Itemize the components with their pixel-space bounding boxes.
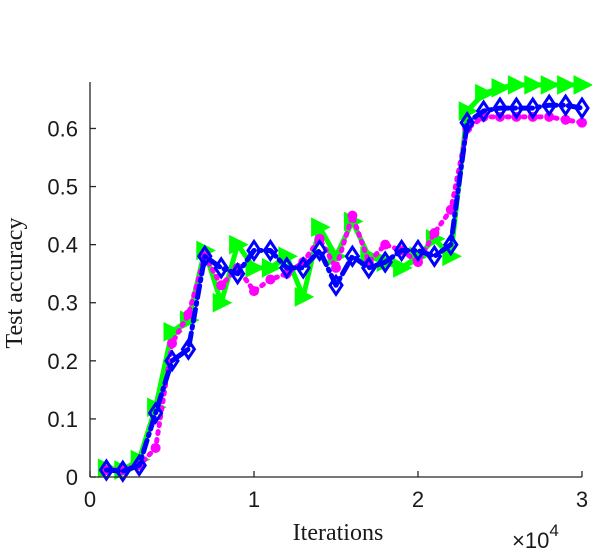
data-point-diamond (557, 93, 574, 117)
data-point-diamond (278, 256, 295, 280)
data-point-triangle (573, 75, 592, 95)
data-point-diamond (131, 453, 148, 478)
data-point-triangle (245, 258, 266, 278)
data-point-diamond (360, 256, 377, 280)
data-point-diamond (196, 244, 213, 268)
data-point-diamond (262, 238, 279, 263)
data-point-diamond (246, 238, 262, 263)
data-point-circle (265, 274, 276, 285)
data-point-diamond (295, 256, 312, 280)
series-layer (97, 75, 592, 483)
data-point-circle (347, 210, 358, 221)
data-point-circle (216, 280, 227, 291)
data-point-circle (331, 262, 341, 273)
data-point-diamond (98, 458, 115, 482)
data-point-circle (429, 228, 440, 239)
data-point-diamond (147, 401, 164, 425)
data-point-circle (183, 309, 194, 320)
data-point-diamond (393, 238, 410, 263)
data-point-diamond (344, 244, 361, 268)
data-point-triangle (294, 287, 315, 307)
y-tick-label: 0.2 (47, 349, 78, 374)
data-point-circle (380, 239, 391, 250)
data-point-diamond (459, 110, 476, 135)
data-point-triangle (311, 217, 331, 238)
x-tick-label: 3 (576, 487, 588, 512)
data-point-diamond (541, 93, 558, 117)
data-point-diamond (180, 337, 197, 361)
series-line (103, 82, 585, 473)
series-diamond (98, 93, 590, 483)
data-point-circle (249, 286, 259, 297)
data-point-diamond (377, 250, 394, 274)
data-point-triangle (524, 75, 544, 95)
series-circle (101, 111, 587, 476)
y-axis-title: Test accuracy (2, 218, 28, 349)
data-point-triangle (475, 83, 495, 104)
data-point-diamond (492, 96, 508, 120)
data-point-diamond (508, 96, 525, 120)
data-point-triangle (393, 258, 413, 278)
data-point-diamond (426, 244, 443, 268)
x-multiplier-label: ×104 (512, 521, 559, 553)
x-multiplier-base: ×10 (512, 528, 549, 553)
y-tick-label: 0.1 (47, 407, 78, 432)
axes-layer (89, 82, 582, 478)
data-point-diamond (213, 256, 230, 280)
data-point-circle (150, 442, 161, 453)
data-point-diamond (114, 459, 131, 483)
y-tick-label: 0.6 (47, 116, 78, 141)
y-tick-label: 0.5 (47, 175, 78, 200)
y-tick-label: 0.3 (47, 291, 78, 316)
data-point-triangle (507, 75, 528, 95)
x-tick-label: 2 (412, 487, 424, 512)
series-triangle-right (97, 75, 592, 480)
y-tick-label: 0 (66, 465, 78, 490)
x-tick-label: 0 (84, 487, 96, 512)
data-point-triangle (212, 292, 233, 313)
data-point-triangle (540, 75, 561, 95)
data-point-diamond (229, 261, 246, 286)
data-point-triangle (557, 75, 577, 95)
data-point-circle (167, 338, 177, 349)
data-point-diamond (442, 232, 459, 257)
x-tick-label: 1 (248, 487, 260, 512)
data-point-diamond (524, 96, 541, 120)
data-point-diamond (311, 238, 328, 263)
x-axis-title: Iterations (293, 520, 384, 546)
data-point-triangle (261, 258, 282, 278)
data-point-diamond (164, 349, 180, 373)
data-point-diamond (574, 96, 590, 120)
data-point-diamond (328, 273, 344, 298)
data-point-triangle (163, 321, 184, 342)
ticks-layer: 0 1 2 3 0 0.1 0.2 0.3 0.4 0.5 0.6 (47, 116, 588, 512)
data-point-triangle (229, 234, 249, 255)
data-point-triangle (491, 77, 512, 98)
series-line (103, 114, 585, 473)
x-multiplier-exponent: 4 (549, 521, 558, 540)
series-line (103, 102, 585, 474)
data-point-diamond (475, 99, 492, 123)
data-point-circle (560, 114, 571, 125)
data-point-diamond (410, 238, 426, 263)
data-point-circle (577, 117, 587, 128)
y-tick-label: 0.4 (47, 233, 78, 258)
